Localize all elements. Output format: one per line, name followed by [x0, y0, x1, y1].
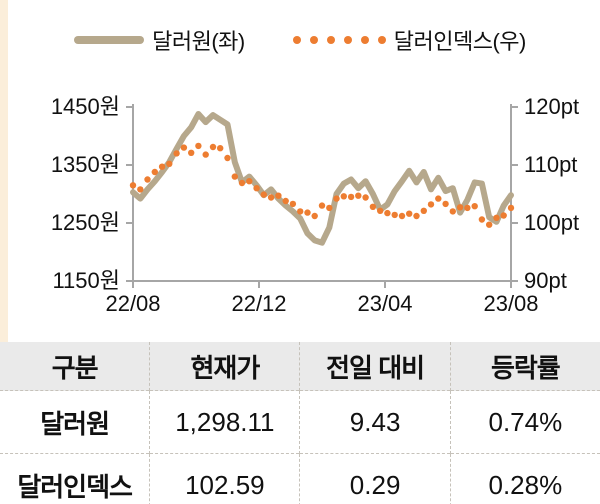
- dxy-series-dot: [435, 195, 442, 202]
- dxy-series-dot: [246, 178, 253, 185]
- dxy-series-dot: [471, 203, 478, 210]
- dxy-series-dot: [464, 204, 471, 212]
- dxy-series-dot: [398, 212, 406, 220]
- dxy-series-dot: [493, 214, 500, 221]
- usdkrw-series-line: [130, 111, 514, 246]
- row-value: 0.29: [299, 453, 451, 504]
- left-axis-tick-label: 1150원: [52, 268, 120, 293]
- dxy-series-dot: [209, 143, 217, 151]
- accent-strip: [0, 0, 8, 342]
- row-label: 달러원: [0, 390, 150, 454]
- dxy-series-dot: [137, 186, 144, 193]
- dxy-series-dot: [333, 195, 340, 202]
- row-value: 1,298.11: [149, 390, 300, 454]
- dxy-series-dot: [231, 173, 238, 180]
- row-value: 0.74%: [449, 390, 600, 454]
- dxy-series-dot: [224, 154, 231, 162]
- fx-chart: 1450원 1350원 1250원 1150원 120pt 110pt 100pt 90pt 2…: [0, 24, 600, 316]
- column-header-1: 현재가: [149, 342, 300, 391]
- table-row-0: 달러원 1,298.11 9.43 0.74%: [0, 390, 600, 454]
- column-header-0: 구분: [0, 342, 150, 391]
- quote-table-wrap: 구분 현재가 전일 대비 등락률 달러원 1,298.11 9.43 0.74% 달러인덱스 1…: [0, 342, 600, 504]
- dxy-series-dot: [289, 200, 297, 208]
- dxy-series-dot: [347, 193, 355, 201]
- right-axis-tick-label: 120pt: [524, 94, 579, 119]
- dxy-series-dot: [253, 185, 260, 192]
- dxy-series-dot: [486, 221, 493, 228]
- dxy-series-dot: [406, 210, 413, 217]
- dxy-series-dot: [202, 151, 209, 158]
- chart-legend: 달러원(좌) 달러인덱스(우): [0, 24, 600, 56]
- dxy-series-dot: [377, 207, 384, 214]
- row-value: 9.43: [299, 390, 451, 454]
- dxy-series-dot: [275, 192, 282, 199]
- header-row: 구분 현재가 전일 대비 등락률: [0, 342, 600, 391]
- right-axis-tick-label: 100pt: [524, 210, 579, 235]
- row-label: 달러인덱스: [0, 453, 150, 504]
- right-axis-tick-label: 90pt: [524, 268, 567, 293]
- legend-label: 달러원(좌): [152, 29, 245, 54]
- quote-table-body: 달러원 1,298.11 9.43 0.74% 달러인덱스 102.59 0.29 0.28%: [0, 390, 600, 504]
- dxy-series-dot: [362, 194, 369, 201]
- dxy-series-dot: [326, 204, 333, 212]
- dxy-series-dot: [311, 212, 318, 220]
- quote-table: 구분 현재가 전일 대비 등락률 달러원 1,298.11 9.43 0.74% 달러인덱스 1…: [0, 342, 600, 504]
- dxy-series-dot: [384, 209, 391, 217]
- legend-line-swatch: [74, 36, 145, 44]
- left-axis-tick-label: 1350원: [51, 152, 120, 177]
- right-axis-tick-label: 110pt: [524, 152, 577, 177]
- x-axis-tick-label: 23/04: [357, 291, 412, 316]
- row-value: 0.28%: [449, 453, 600, 504]
- dxy-series-dot: [500, 212, 507, 219]
- dxy-series-dot: [195, 142, 202, 150]
- left-axis-tick-label: 1250원: [51, 210, 120, 235]
- x-axis-tick-label: 22/08: [105, 291, 160, 316]
- dxy-series-dot: [442, 200, 449, 208]
- dxy-series-dot: [449, 208, 456, 215]
- table-row-1: 달러인덱스 102.59 0.29 0.28%: [0, 453, 600, 504]
- dxy-series-dot: [355, 192, 362, 199]
- dxy-series-dot: [151, 168, 158, 176]
- dxy-series-dot: [166, 160, 173, 167]
- dxy-series-dot: [188, 149, 195, 156]
- row-value: 102.59: [149, 453, 300, 504]
- dxy-series-dot: [427, 201, 435, 208]
- dxy-series-dot: [173, 150, 180, 157]
- dxy-series-dot: [413, 212, 420, 220]
- dxy-series-dot: [318, 202, 326, 209]
- dxy-series-dot: [340, 193, 347, 200]
- dxy-series-dot: [129, 182, 137, 189]
- dxy-series-dot: [180, 144, 188, 151]
- left-axis-tick-label: 1450원: [51, 94, 120, 119]
- dxy-series-dot: [507, 204, 515, 212]
- line-chart: 1450원1350원1250원1150원120pt110pt100pt90pt2…: [51, 94, 579, 316]
- dxy-series-dot: [217, 145, 224, 152]
- dxy-series-dot: [260, 191, 267, 198]
- dxy-series-dot: [456, 204, 464, 211]
- column-header-2: 전일 대비: [299, 342, 451, 391]
- dxy-series-dot: [144, 176, 151, 183]
- column-header-3: 등락률: [449, 342, 600, 391]
- legend-item-0: 달러원(좌): [74, 24, 245, 56]
- dxy-series-dot: [304, 209, 311, 216]
- dxy-series-dot: [297, 208, 304, 215]
- dxy-series-dot: [420, 207, 427, 214]
- x-axis-tick-label: 23/08: [483, 291, 538, 316]
- dxy-series-dot: [478, 216, 486, 223]
- dxy-series-dot: [267, 194, 275, 201]
- legend-label: 달러인덱스(우): [393, 29, 527, 54]
- quote-table-header: 구분 현재가 전일 대비 등락률: [0, 342, 600, 391]
- x-axis-tick-label: 22/12: [231, 291, 286, 316]
- legend-dots-swatch: [292, 36, 386, 44]
- dxy-series-dot: [238, 179, 246, 187]
- dxy-series-dot: [158, 163, 166, 170]
- dxy-series-dot: [282, 197, 289, 205]
- legend-item-1: 달러인덱스(우): [292, 24, 527, 56]
- dxy-series-dot: [369, 203, 377, 210]
- dxy-series-dot: [391, 211, 398, 219]
